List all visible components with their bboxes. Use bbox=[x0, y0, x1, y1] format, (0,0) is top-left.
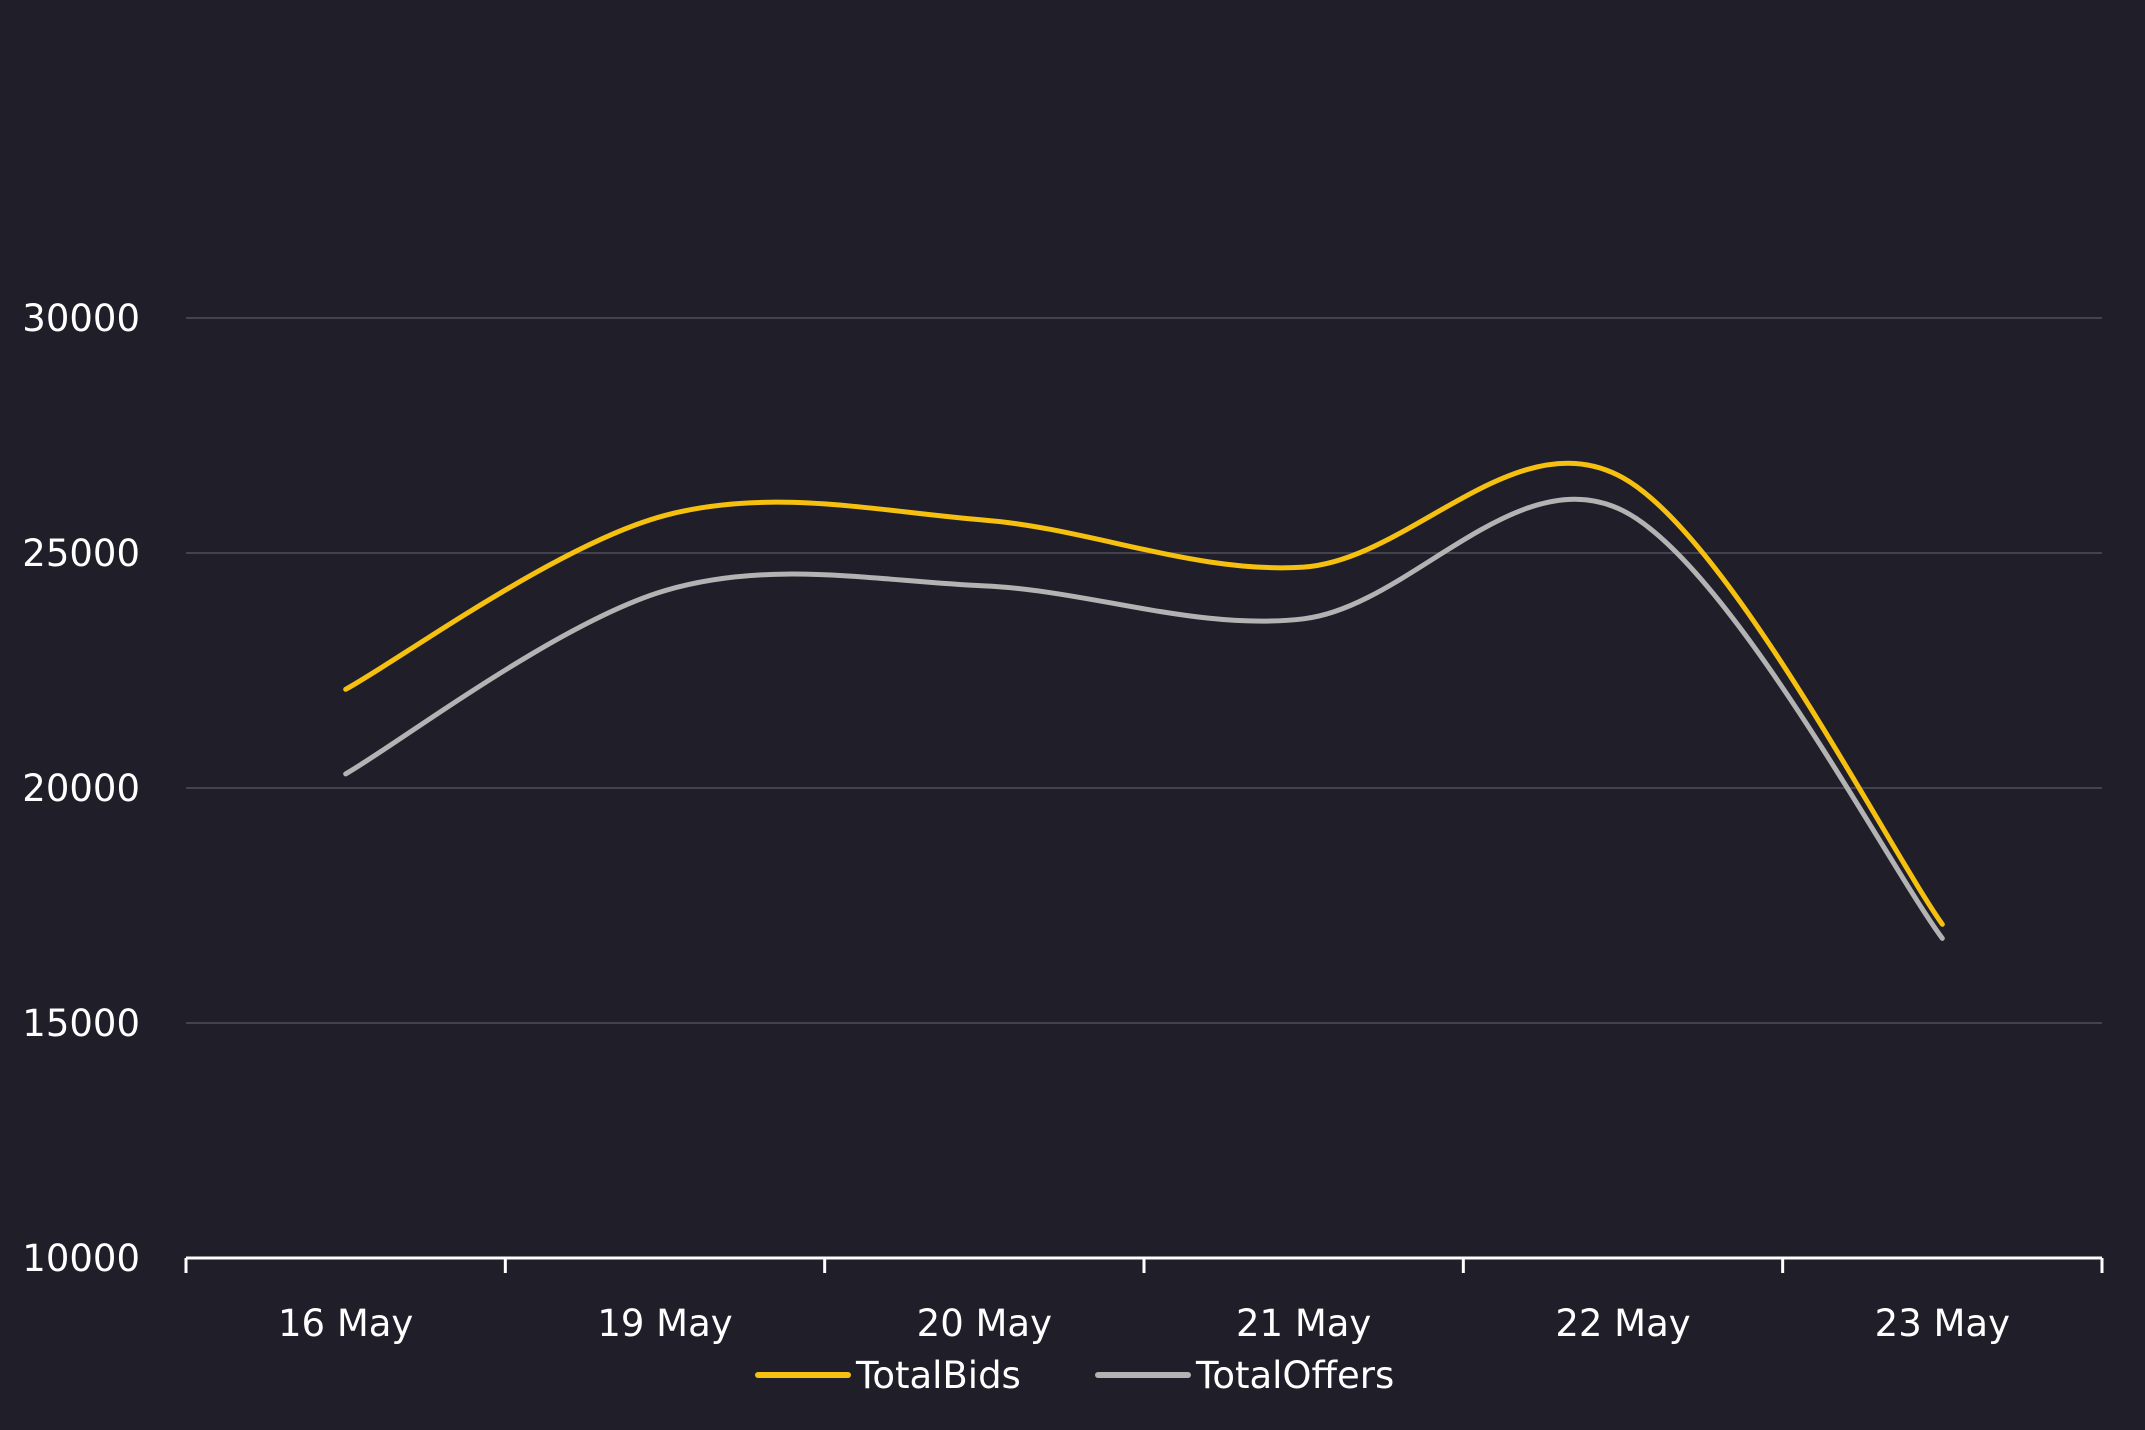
legend-label: TotalBids bbox=[855, 1354, 1021, 1397]
legend-item-totalbids: TotalBids bbox=[755, 1354, 1021, 1397]
x-tick-label: 16 May bbox=[278, 1302, 413, 1345]
y-tick-label: 15000 bbox=[22, 1002, 140, 1045]
y-tick-label: 20000 bbox=[22, 767, 140, 810]
y-axis: 10000 15000 20000 25000 30000 bbox=[22, 297, 140, 1280]
legend-label: TotalOffers bbox=[1195, 1354, 1394, 1397]
legend: TotalBids TotalOffers bbox=[755, 1354, 1394, 1397]
gridlines bbox=[186, 317, 2102, 1024]
x-tick-label: 19 May bbox=[597, 1302, 732, 1345]
series-line-totalbids bbox=[343, 460, 1945, 927]
y-tick-label: 30000 bbox=[22, 297, 140, 340]
x-tick-label: 23 May bbox=[1875, 1302, 2010, 1345]
x-tick-label: 20 May bbox=[917, 1302, 1052, 1345]
y-tick-label: 25000 bbox=[22, 532, 140, 575]
x-tick-label: 22 May bbox=[1555, 1302, 1690, 1345]
x-tick-label: 21 May bbox=[1236, 1302, 1371, 1345]
series-layer bbox=[343, 460, 1945, 941]
y-tick-label: 10000 bbox=[22, 1237, 140, 1280]
series-line-totaloffers bbox=[343, 496, 1945, 941]
x-axis: 16 May 19 May 20 May 21 May 22 May 23 May bbox=[184, 1256, 2104, 1345]
legend-item-totaloffers: TotalOffers bbox=[1095, 1354, 1394, 1397]
